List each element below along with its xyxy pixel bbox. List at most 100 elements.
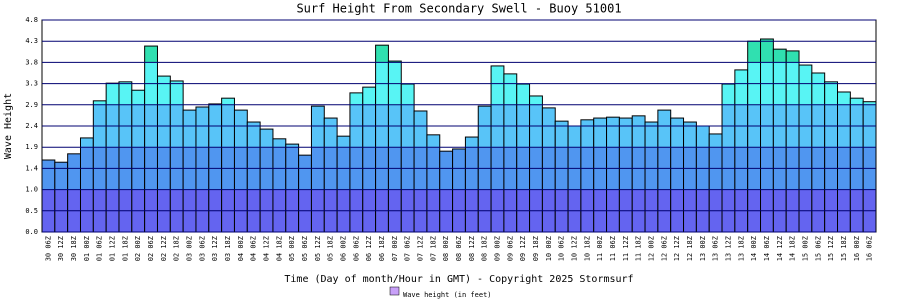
x-tick-label: 07 00Z — [391, 236, 399, 261]
y-tick-label: 1.0 — [25, 186, 38, 194]
x-tick-label: 10 06Z — [558, 236, 566, 261]
x-tick-label: 07 06Z — [404, 236, 412, 261]
x-tick-label: 11 12Z — [622, 236, 630, 261]
bar — [811, 72, 826, 233]
bar — [606, 116, 620, 233]
x-tick-label: 01 06Z — [96, 236, 104, 261]
x-tick-label: 07 12Z — [417, 236, 425, 261]
x-tick-label: 04 18Z — [275, 236, 283, 261]
x-tick-label: 14 06Z — [763, 236, 771, 261]
x-tick-label: 06 18Z — [378, 236, 386, 261]
y-axis-label: Wave Height — [3, 93, 14, 159]
x-tick-label: 03 00Z — [186, 236, 194, 261]
x-tick-label: 12 18Z — [686, 236, 694, 261]
x-tick-label: 01 18Z — [121, 236, 129, 261]
x-tick-label: 13 06Z — [712, 236, 720, 261]
chart-title: Surf Height From Secondary Swell - Buoy … — [296, 2, 621, 16]
x-tick-label: 14 18Z — [789, 236, 797, 261]
bar — [387, 60, 402, 233]
x-tick-label: 03 18Z — [224, 236, 232, 261]
x-tick-label: 04 00Z — [237, 236, 245, 261]
bar — [490, 65, 505, 233]
y-tick-label: 3.8 — [25, 58, 38, 66]
bar — [593, 117, 608, 233]
x-tick-label: 15 00Z — [801, 236, 809, 261]
bar — [323, 117, 338, 233]
bar — [182, 109, 197, 233]
bar — [721, 83, 736, 233]
bar — [683, 121, 697, 233]
x-tick-label: 12 00Z — [647, 236, 655, 261]
x-tick-label: 08 00Z — [442, 236, 450, 261]
x-axis-label: Time (Day of month/Hour in GMT) - Copyri… — [284, 274, 633, 285]
x-tick-label: 14 00Z — [750, 236, 758, 261]
x-tick-label: 01 12Z — [109, 236, 117, 261]
bar — [298, 154, 312, 233]
bar — [567, 125, 582, 233]
x-tick-label: 02 00Z — [134, 236, 142, 261]
bar — [41, 159, 56, 233]
bar — [541, 107, 556, 233]
x-tick-label: 06 12Z — [365, 236, 373, 261]
bar — [439, 150, 454, 233]
bar — [375, 44, 389, 233]
x-tick-label: 16 00Z — [853, 236, 861, 261]
x-tick-label: 14 12Z — [776, 236, 784, 261]
bar — [554, 120, 569, 233]
x-tick-label: 11 00Z — [596, 236, 604, 261]
x-tick-label: 15 12Z — [827, 236, 835, 261]
bar — [413, 110, 428, 233]
x-tick-label: 01 00Z — [83, 236, 91, 261]
x-tick-label: 08 06Z — [455, 236, 463, 261]
bar — [169, 80, 184, 233]
bar — [272, 138, 287, 233]
x-tick-label: 11 18Z — [635, 236, 643, 261]
bar — [54, 161, 69, 233]
bar — [426, 134, 441, 233]
y-tick-label: 1.9 — [25, 143, 38, 151]
bar — [477, 105, 492, 233]
x-tick-label: 10 12Z — [570, 236, 578, 261]
bar — [708, 133, 723, 233]
bar — [734, 69, 749, 233]
x-tick-label: 09 06Z — [506, 236, 514, 261]
bar — [310, 105, 325, 233]
bar — [657, 109, 672, 233]
x-tick-label: 13 12Z — [724, 236, 732, 261]
bar — [644, 121, 659, 233]
y-tick-label: 2.4 — [25, 122, 38, 130]
bar — [67, 153, 81, 233]
bar — [246, 121, 261, 233]
bar — [156, 75, 171, 233]
x-tick-label: 11 06Z — [609, 236, 617, 261]
bar — [529, 95, 543, 233]
x-tick-label: 04 12Z — [263, 236, 271, 261]
bar — [92, 100, 107, 233]
x-tick-label: 13 18Z — [737, 236, 745, 261]
bar — [695, 125, 710, 233]
bar — [516, 83, 531, 233]
x-tick-label: 05 18Z — [327, 236, 335, 261]
x-tick-label: 09 00Z — [493, 236, 501, 261]
x-tick-label: 04 06Z — [250, 236, 258, 261]
bar — [336, 135, 351, 233]
bar — [362, 86, 377, 233]
x-tick-label: 13 00Z — [699, 236, 707, 261]
bar — [631, 115, 646, 233]
x-tick-label: 30 06Z — [44, 236, 52, 261]
x-tick-label: 12 06Z — [660, 236, 668, 261]
x-tick-label: 15 18Z — [840, 236, 848, 261]
y-tick-label: 4.3 — [25, 37, 38, 45]
x-tick-label: 02 18Z — [173, 236, 181, 261]
bar — [747, 40, 762, 233]
x-tick-label: 07 18Z — [429, 236, 437, 261]
x-tick-label: 08 18Z — [481, 236, 489, 261]
x-tick-label: 16 06Z — [866, 236, 874, 261]
x-tick-label: 05 12Z — [314, 236, 322, 261]
x-tick-label: 02 06Z — [147, 236, 155, 261]
x-tick-label: 06 06Z — [352, 236, 360, 261]
bar — [400, 83, 415, 233]
bar — [144, 45, 158, 233]
x-tick-label: 30 12Z — [57, 236, 65, 261]
bar — [618, 117, 633, 233]
